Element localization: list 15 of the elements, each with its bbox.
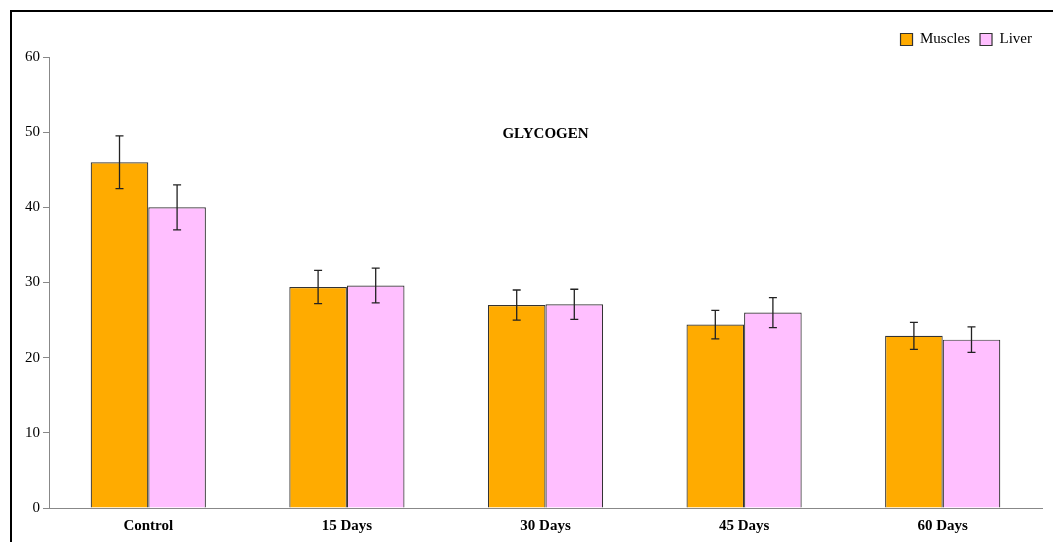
y-tick-label: 20 [25, 348, 40, 365]
x-tick-label: 45 Days [718, 516, 770, 533]
y-tick-label: 30 [25, 273, 40, 290]
x-tick-label: 30 Days [520, 516, 571, 533]
legend-label: Muscles [920, 30, 971, 47]
y-tick-label: 40 [25, 198, 40, 215]
y-tick-label: 10 [25, 423, 40, 440]
y-tick-label: 0 [32, 498, 40, 515]
y-tick-label: 60 [25, 47, 40, 64]
x-tick-label: 60 Days [917, 516, 969, 533]
y-tick-label: 50 [25, 123, 40, 140]
legend-label: Liver [999, 30, 1032, 47]
x-tick-label: 15 Days [321, 516, 373, 533]
text: GLYCOGEN [502, 124, 589, 141]
x-tick-label: Control [123, 516, 174, 533]
